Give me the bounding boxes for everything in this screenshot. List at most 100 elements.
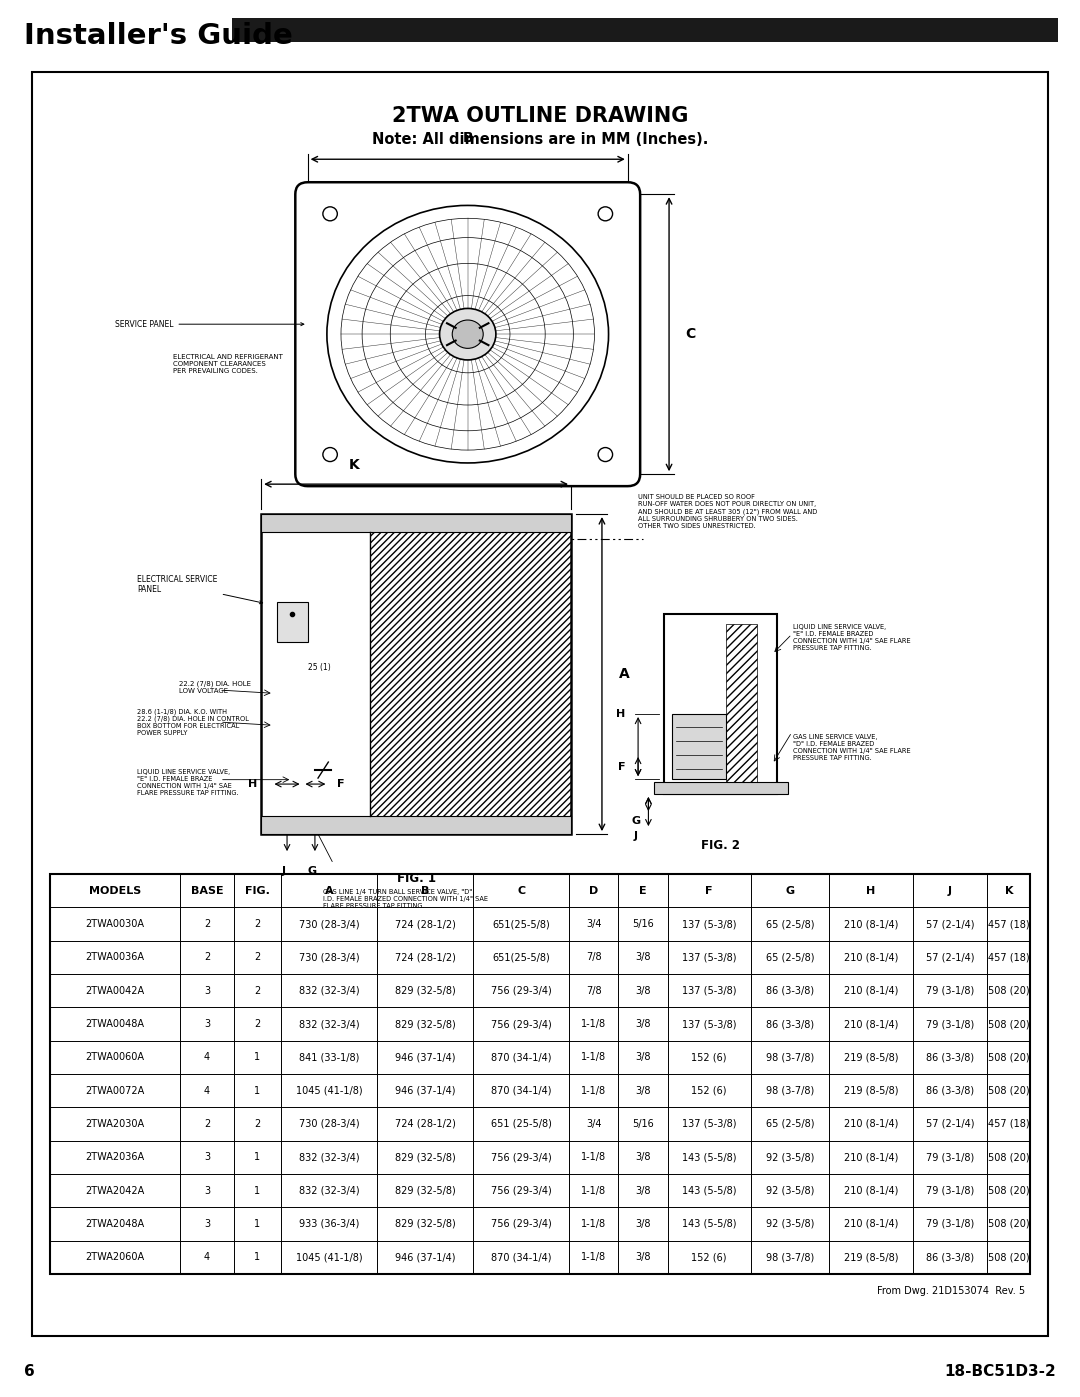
Text: 730 (28-3/4): 730 (28-3/4) <box>299 953 360 963</box>
Text: 841 (33-1/8): 841 (33-1/8) <box>299 1052 360 1062</box>
Text: SERVICE PANEL: SERVICE PANEL <box>114 320 303 328</box>
Text: 2TWA0048A: 2TWA0048A <box>85 1018 145 1030</box>
Text: 7/8: 7/8 <box>586 953 602 963</box>
Text: 829 (32-5/8): 829 (32-5/8) <box>395 1018 456 1030</box>
Text: BASE: BASE <box>191 886 224 895</box>
Text: 2: 2 <box>204 1119 211 1129</box>
Text: G: G <box>307 866 316 876</box>
Text: 651 (25-5/8): 651 (25-5/8) <box>491 1119 552 1129</box>
Text: 57 (2-1/4): 57 (2-1/4) <box>926 1119 974 1129</box>
Text: 1-1/8: 1-1/8 <box>581 1085 607 1095</box>
Text: 2: 2 <box>255 1018 260 1030</box>
Text: FIG. 1: FIG. 1 <box>396 872 435 886</box>
Text: 1: 1 <box>255 1085 260 1095</box>
Text: 651(25-5/8): 651(25-5/8) <box>492 919 550 929</box>
Text: 1045 (41-1/8): 1045 (41-1/8) <box>296 1252 363 1263</box>
Bar <box>261 816 571 834</box>
Text: 3: 3 <box>204 1186 211 1196</box>
Text: 79 (3-1/8): 79 (3-1/8) <box>926 1018 974 1030</box>
Text: 730 (28-3/4): 730 (28-3/4) <box>299 919 360 929</box>
Text: 1-1/8: 1-1/8 <box>581 1153 607 1162</box>
Text: 143 (5-5/8): 143 (5-5/8) <box>681 1220 737 1229</box>
Text: 1: 1 <box>255 1153 260 1162</box>
Text: 2TWA2060A: 2TWA2060A <box>85 1252 145 1263</box>
Text: 508 (20): 508 (20) <box>988 1085 1029 1095</box>
Text: 1: 1 <box>255 1252 260 1263</box>
Text: 219 (8-5/8): 219 (8-5/8) <box>843 1252 899 1263</box>
Text: 3/8: 3/8 <box>635 1220 651 1229</box>
Bar <box>276 602 308 643</box>
Text: 219 (8-5/8): 219 (8-5/8) <box>843 1085 899 1095</box>
Text: K: K <box>1004 886 1013 895</box>
Text: 946 (37-1/4): 946 (37-1/4) <box>395 1052 456 1062</box>
Text: 1: 1 <box>255 1186 260 1196</box>
Text: 210 (8-1/4): 210 (8-1/4) <box>843 1186 899 1196</box>
Text: 2TWA0042A: 2TWA0042A <box>85 986 145 996</box>
Text: 86 (3-3/8): 86 (3-3/8) <box>766 1018 814 1030</box>
Bar <box>726 624 757 784</box>
Text: 870 (34-1/4): 870 (34-1/4) <box>491 1252 552 1263</box>
Text: 86 (3-3/8): 86 (3-3/8) <box>926 1085 974 1095</box>
Text: 1-1/8: 1-1/8 <box>581 1052 607 1062</box>
Text: 3/8: 3/8 <box>635 1153 651 1162</box>
Bar <box>369 532 571 816</box>
Text: 2TWA0060A: 2TWA0060A <box>85 1052 145 1062</box>
Text: 79 (3-1/8): 79 (3-1/8) <box>926 986 974 996</box>
Text: 1-1/8: 1-1/8 <box>581 1220 607 1229</box>
Text: 57 (2-1/4): 57 (2-1/4) <box>926 919 974 929</box>
Text: 3: 3 <box>204 986 211 996</box>
Text: 210 (8-1/4): 210 (8-1/4) <box>843 919 899 929</box>
Text: 508 (20): 508 (20) <box>988 1186 1029 1196</box>
Text: 3/8: 3/8 <box>635 1052 651 1062</box>
Text: 2: 2 <box>204 953 211 963</box>
Text: 3/4: 3/4 <box>586 919 602 929</box>
Text: 756 (29-3/4): 756 (29-3/4) <box>491 1153 552 1162</box>
Text: 508 (20): 508 (20) <box>988 1252 1029 1263</box>
Text: 79 (3-1/8): 79 (3-1/8) <box>926 1220 974 1229</box>
Text: 152 (6): 152 (6) <box>691 1052 727 1062</box>
Text: H: H <box>866 886 876 895</box>
Text: 79 (3-1/8): 79 (3-1/8) <box>926 1186 974 1196</box>
Text: 3/8: 3/8 <box>635 1252 651 1263</box>
Text: G: G <box>785 886 795 895</box>
Text: 870 (34-1/4): 870 (34-1/4) <box>491 1052 552 1062</box>
Text: 2TWA2048A: 2TWA2048A <box>85 1220 145 1229</box>
Text: 1-1/8: 1-1/8 <box>581 1018 607 1030</box>
Text: 3/8: 3/8 <box>635 1186 651 1196</box>
Text: 724 (28-1/2): 724 (28-1/2) <box>395 919 456 929</box>
Text: 5/16: 5/16 <box>632 1119 653 1129</box>
Text: E: E <box>639 886 647 895</box>
Text: 65 (2-5/8): 65 (2-5/8) <box>766 1119 814 1129</box>
Text: 152 (6): 152 (6) <box>691 1252 727 1263</box>
Text: 508 (20): 508 (20) <box>988 986 1029 996</box>
Text: 457 (18): 457 (18) <box>988 919 1029 929</box>
Text: 5/16: 5/16 <box>632 919 653 929</box>
Text: FIG. 2: FIG. 2 <box>701 840 740 852</box>
Text: 3: 3 <box>204 1153 211 1162</box>
Text: 3/8: 3/8 <box>635 1018 651 1030</box>
Text: 724 (28-1/2): 724 (28-1/2) <box>395 1119 456 1129</box>
Text: From Dwg. 21D153074  Rev. 5: From Dwg. 21D153074 Rev. 5 <box>877 1285 1025 1296</box>
Bar <box>653 782 787 793</box>
Text: C: C <box>686 327 696 341</box>
Text: Installer's Guide: Installer's Guide <box>24 22 293 50</box>
Text: 829 (32-5/8): 829 (32-5/8) <box>395 1153 456 1162</box>
Text: 143 (5-5/8): 143 (5-5/8) <box>681 1186 737 1196</box>
Text: 98 (3-7/8): 98 (3-7/8) <box>766 1085 814 1095</box>
Text: 219 (8-5/8): 219 (8-5/8) <box>843 1052 899 1062</box>
Text: 152 (6): 152 (6) <box>691 1085 727 1095</box>
Text: 18-BC51D3-2: 18-BC51D3-2 <box>945 1363 1056 1379</box>
Text: LIQUID LINE SERVICE VALVE,
"E" I.D. FEMALE BRAZE
CONNECTION WITH 1/4" SAE
FLARE : LIQUID LINE SERVICE VALVE, "E" I.D. FEMA… <box>137 770 239 796</box>
Text: LIQUID LINE SERVICE VALVE,
"E" I.D. FEMALE BRAZED
CONNECTION WITH 1/4" SAE FLARE: LIQUID LINE SERVICE VALVE, "E" I.D. FEMA… <box>793 624 910 651</box>
Bar <box>50 875 1030 1274</box>
Text: 730 (28-3/4): 730 (28-3/4) <box>299 1119 360 1129</box>
Text: Note: All dimensions are in MM (Inches).: Note: All dimensions are in MM (Inches). <box>372 131 708 147</box>
Text: 508 (20): 508 (20) <box>988 1153 1029 1162</box>
Text: 508 (20): 508 (20) <box>988 1220 1029 1229</box>
Text: 210 (8-1/4): 210 (8-1/4) <box>843 986 899 996</box>
Text: GAS LINE 1/4 TURN BALL SERVICE VALVE, "D"
I.D. FEMALE BRAZED CONNECTION WITH 1/4: GAS LINE 1/4 TURN BALL SERVICE VALVE, "D… <box>323 888 488 909</box>
Text: 3/4: 3/4 <box>586 1119 602 1129</box>
Text: 210 (8-1/4): 210 (8-1/4) <box>843 1018 899 1030</box>
Text: 210 (8-1/4): 210 (8-1/4) <box>843 1153 899 1162</box>
Text: J: J <box>634 831 638 841</box>
